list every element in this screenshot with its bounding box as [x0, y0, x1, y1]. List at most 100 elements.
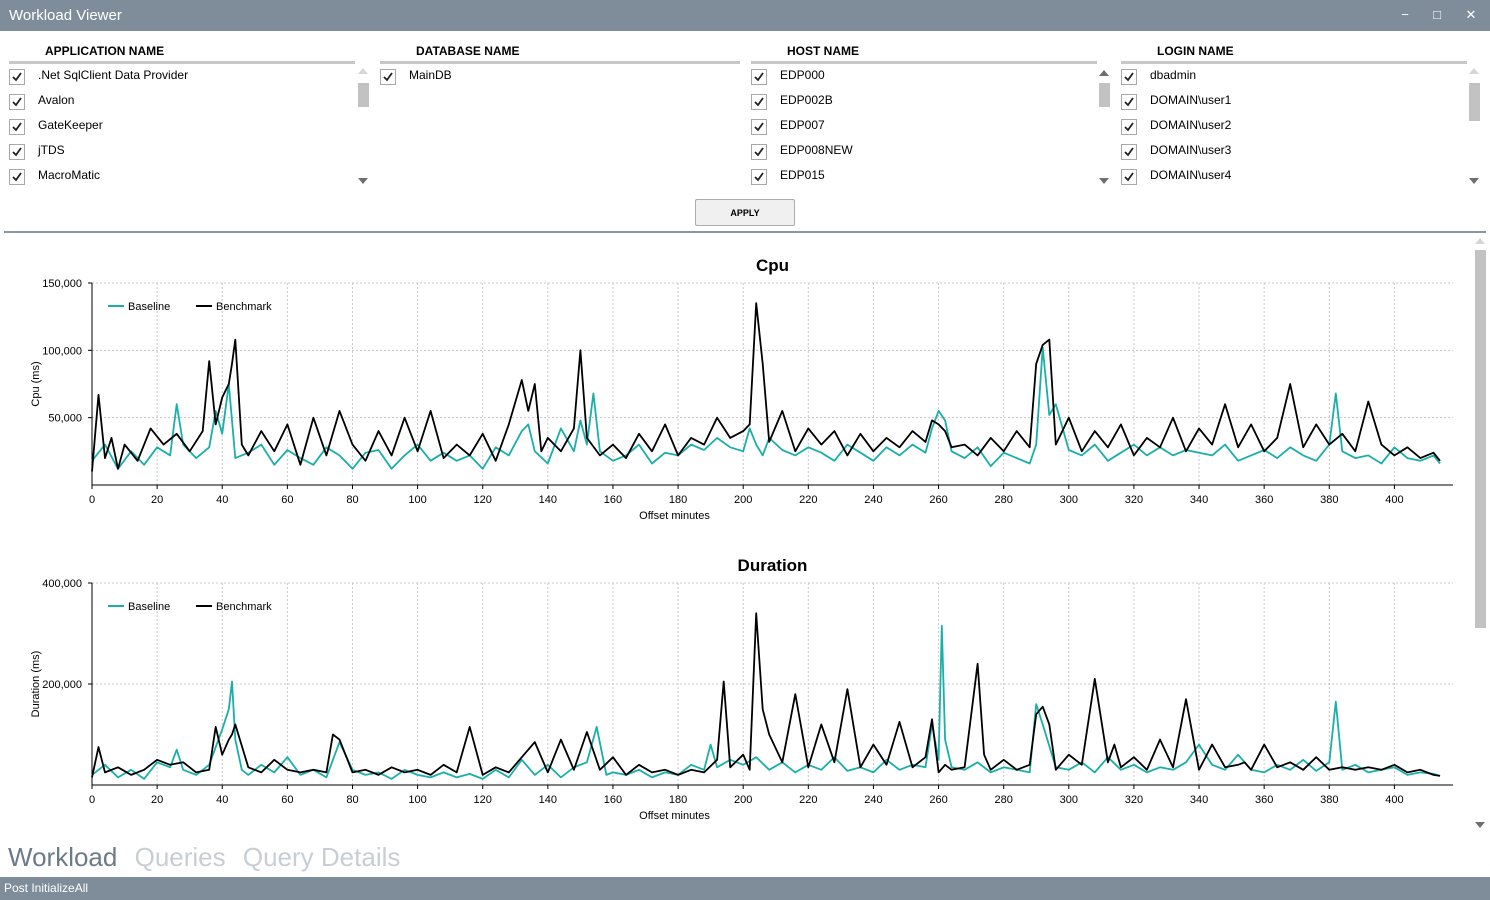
cpu-chart: Cpu 0 20 40 60 80 100 120 140 160 180 200 220 240 260 2… — [0, 250, 1470, 530]
list-item-label: EDP015 — [780, 168, 825, 182]
x-tick-label: 240 — [864, 794, 882, 806]
x-axis-label: Offset minutes — [639, 810, 710, 822]
checkbox-checked-icon[interactable] — [751, 119, 767, 135]
cpu-chart-svg: Cpu 0 20 40 60 80 100 120 140 160 180 200 220 240 260 2… — [30, 256, 1453, 522]
x-tick-label: 280 — [994, 494, 1012, 506]
scroll-down-arrow-icon[interactable] — [357, 176, 369, 186]
x-tick-label: 140 — [539, 494, 557, 506]
list-item-label: EDP002B — [780, 93, 833, 107]
checkbox-checked-icon[interactable] — [9, 169, 25, 185]
apply-button[interactable]: APPLY — [695, 199, 795, 226]
tab-bar: Workload Queries Query Details — [8, 842, 410, 876]
host-list-scrollbar[interactable] — [1098, 66, 1110, 186]
checkbox-checked-icon[interactable] — [1121, 144, 1137, 160]
x-tick-label: 400 — [1385, 494, 1403, 506]
list-item-label: EDP007 — [780, 118, 825, 132]
x-tick-label: 60 — [281, 794, 293, 806]
x-tick-label: 400 — [1385, 794, 1403, 806]
list-item-label: EDP008NEW — [780, 143, 853, 157]
x-tick-label: 300 — [1060, 794, 1078, 806]
application-list-scrollbar[interactable] — [357, 66, 369, 186]
x-tick-label: 280 — [994, 794, 1012, 806]
maximize-button[interactable]: □ — [1433, 7, 1441, 22]
scroll-thumb[interactable] — [1469, 83, 1480, 121]
login-list-scrollbar[interactable] — [1468, 66, 1480, 186]
checkbox-checked-icon[interactable] — [1121, 169, 1137, 185]
checkbox-checked-icon[interactable] — [751, 69, 767, 85]
x-tick-label: 120 — [474, 494, 492, 506]
x-tick-label: 0 — [89, 794, 95, 806]
checkbox-checked-icon[interactable] — [751, 94, 767, 110]
list-item-label: MainDB — [409, 68, 452, 82]
x-tick-label: 200 — [734, 494, 752, 506]
close-button[interactable]: ✕ — [1465, 7, 1477, 22]
x-tick-label: 260 — [929, 494, 947, 506]
chart-title: Duration — [738, 556, 808, 575]
x-tick-label: 120 — [474, 794, 492, 806]
status-bar: Post InitializeAll — [0, 877, 1490, 900]
chart-title: Cpu — [756, 256, 789, 275]
scroll-down-arrow-icon[interactable] — [1468, 176, 1480, 186]
x-tick-label: 0 — [89, 494, 95, 506]
checkbox-checked-icon[interactable] — [1121, 94, 1137, 110]
x-tick-label: 100 — [408, 794, 426, 806]
list-item-label: DOMAIN\user1 — [1150, 93, 1232, 107]
x-tick-label: 220 — [799, 794, 817, 806]
window-title: Workload Viewer — [9, 7, 122, 24]
login-name-header: LOGIN NAME — [1121, 40, 1467, 64]
x-tick-label: 20 — [151, 794, 163, 806]
checkbox-checked-icon[interactable] — [751, 169, 767, 185]
list-item-label: DOMAIN\user3 — [1150, 143, 1232, 157]
x-tick-label: 20 — [151, 494, 163, 506]
duration-chart-svg: Duration 0 20 40 60 80 100 120 140 160 180 200 220 24… — [30, 556, 1453, 822]
x-axis-label: Offset minutes — [639, 510, 710, 522]
x-tick-label: 180 — [669, 794, 687, 806]
database-filter-panel: DATABASE NAME MainDB — [380, 40, 740, 190]
scroll-up-arrow-icon[interactable] — [357, 66, 369, 76]
scroll-down-arrow-icon[interactable] — [1474, 820, 1486, 830]
x-tick-label: 220 — [799, 494, 817, 506]
checkbox-checked-icon[interactable] — [1121, 69, 1137, 85]
legend-label: Baseline — [128, 601, 170, 613]
y-tick-label: 150,000 — [42, 278, 82, 290]
checkbox-checked-icon[interactable] — [751, 144, 767, 160]
scroll-down-arrow-icon[interactable] — [1098, 176, 1110, 186]
scroll-up-arrow-icon[interactable] — [1468, 66, 1480, 76]
checkbox-checked-icon[interactable] — [9, 144, 25, 160]
checkbox-checked-icon[interactable] — [1121, 119, 1137, 135]
minimize-button[interactable]: − — [1401, 7, 1409, 22]
x-tick-label: 380 — [1320, 794, 1338, 806]
scroll-up-arrow-icon[interactable] — [1474, 236, 1486, 246]
scroll-thumb[interactable] — [1475, 250, 1486, 628]
list-item-label: GateKeeper — [38, 118, 103, 132]
x-tick-label: 140 — [539, 794, 557, 806]
tab-queries[interactable]: Queries — [134, 842, 226, 872]
tab-workload[interactable]: Workload — [8, 842, 118, 872]
x-tick-label: 100 — [408, 494, 426, 506]
x-tick-label: 240 — [864, 494, 882, 506]
scroll-thumb[interactable] — [1099, 83, 1110, 107]
x-tick-label: 80 — [346, 794, 358, 806]
login-filter-panel: LOGIN NAME dbadmin DOMAIN\user1 DOMAIN\use… — [1121, 40, 1467, 190]
checkbox-checked-icon[interactable] — [9, 94, 25, 110]
x-tick-label: 340 — [1190, 494, 1208, 506]
checkbox-checked-icon[interactable] — [9, 119, 25, 135]
y-tick-label: 400,000 — [42, 578, 82, 590]
status-text: Post InitializeAll — [4, 881, 89, 895]
list-item-label: jTDS — [38, 143, 65, 157]
series-line-benchmark — [91, 612, 1441, 778]
x-tick-label: 160 — [604, 494, 622, 506]
divider — [4, 231, 1486, 233]
list-item-label: DOMAIN\user2 — [1150, 118, 1232, 132]
checkbox-checked-icon[interactable] — [9, 69, 25, 85]
scroll-thumb[interactable] — [358, 83, 369, 107]
series-line-baseline — [91, 625, 1441, 780]
scroll-up-arrow-icon[interactable] — [1098, 68, 1110, 78]
tab-query-details[interactable]: Query Details — [242, 842, 401, 872]
checkbox-checked-icon[interactable] — [380, 69, 396, 85]
legend-label: Benchmark — [216, 301, 272, 313]
x-tick-label: 320 — [1125, 494, 1143, 506]
main-scrollbar[interactable] — [1474, 236, 1486, 832]
x-tick-label: 380 — [1320, 494, 1338, 506]
x-tick-label: 80 — [346, 494, 358, 506]
